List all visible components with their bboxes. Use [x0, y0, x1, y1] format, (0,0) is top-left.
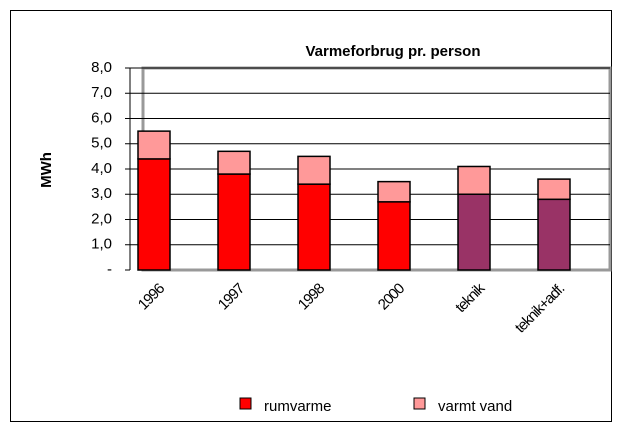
bar-segment	[537, 198, 571, 271]
y-tick-label: 5,0	[91, 135, 112, 152]
bar-segment	[377, 201, 411, 271]
y-tick-label: 2,0	[91, 210, 112, 227]
bar-segment	[297, 155, 331, 185]
legend-swatch	[239, 397, 252, 410]
y-tick-label: -	[107, 261, 112, 278]
y-tick-label: 4,0	[91, 160, 112, 177]
legend-swatch	[413, 397, 426, 410]
bar-segment	[377, 180, 411, 203]
bar-segment	[457, 193, 491, 271]
y-tick-label: 8,0	[91, 59, 112, 76]
bar-segment	[137, 158, 171, 271]
legend-label: varmt vand	[438, 398, 512, 415]
y-tick-label: 1,0	[91, 236, 112, 253]
bar-segment	[457, 165, 491, 196]
bar-segment	[537, 178, 571, 201]
bar-segment	[217, 173, 251, 271]
legend-label: rumvarme	[264, 398, 332, 415]
bar-segment	[297, 183, 331, 271]
bar-segment	[217, 150, 251, 175]
y-tick-label: 3,0	[91, 185, 112, 202]
chart-title: Varmeforbrug pr. person	[305, 43, 480, 60]
bar-segment	[137, 130, 171, 160]
y-tick-label: 7,0	[91, 84, 112, 101]
y-axis-label: MWh	[38, 152, 55, 188]
y-tick-label: 6,0	[91, 109, 112, 126]
